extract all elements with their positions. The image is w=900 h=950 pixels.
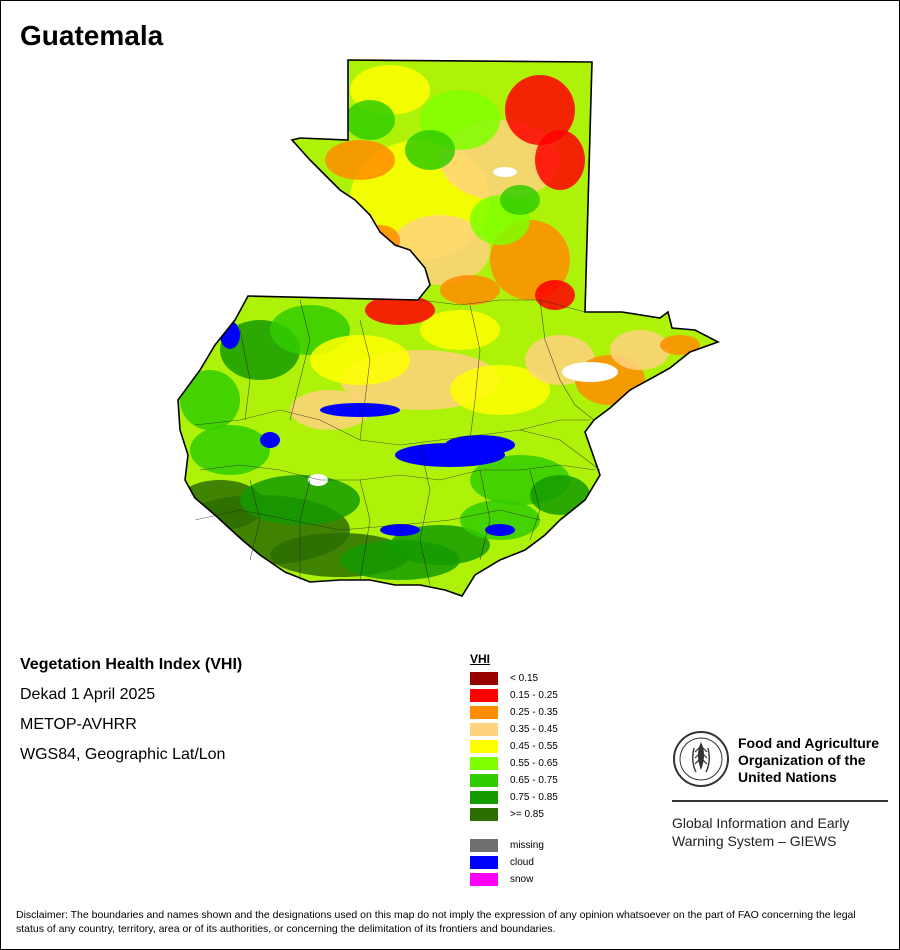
cloud-area	[260, 432, 280, 448]
legend-label: cloud	[510, 857, 534, 868]
legend-swatch	[470, 672, 498, 685]
legend-swatch	[470, 856, 498, 869]
legend-title: VHI	[470, 652, 491, 666]
legend-swatch	[470, 774, 498, 787]
vhi-area	[535, 130, 585, 190]
legend: VHI < 0.15 0.15 - 0.25 0.25 - 0.35 0.35 - 0…	[470, 652, 590, 888]
vhi-area	[345, 100, 395, 140]
product-name: Vegetation Health Index (VHI)	[20, 656, 243, 673]
legend-item: snow	[470, 871, 590, 888]
vhi-area	[310, 335, 410, 385]
vhi-area	[610, 330, 670, 370]
vhi-area	[450, 365, 550, 415]
cloud-area	[445, 435, 515, 455]
vhi-area	[535, 280, 575, 310]
vhi-area	[390, 525, 490, 565]
legend-item: 0.25 - 0.35	[470, 704, 590, 721]
fao-emblem-icon	[673, 731, 729, 787]
legend-swatch	[470, 839, 498, 852]
vhi-area	[420, 310, 500, 350]
legend-item: 0.15 - 0.25	[470, 687, 590, 704]
legend-item: missing	[470, 837, 590, 854]
legend-item: < 0.15	[470, 670, 590, 687]
legend-item: >= 0.85	[470, 806, 590, 823]
legend-label: 0.15 - 0.25	[510, 690, 558, 701]
vhi-area	[325, 140, 395, 180]
cloud-area	[380, 524, 420, 536]
vhi-area	[660, 335, 700, 355]
vhi-area	[360, 225, 400, 255]
vhi-area	[505, 75, 575, 145]
legend-swatch	[470, 791, 498, 804]
vhi-area	[365, 295, 435, 325]
legend-label: >= 0.85	[510, 809, 544, 820]
lake-area	[308, 474, 328, 486]
legend-label: 0.55 - 0.65	[510, 758, 558, 769]
cloud-area	[320, 403, 400, 417]
legend-item: 0.35 - 0.45	[470, 721, 590, 738]
legend-item: 0.55 - 0.65	[470, 755, 590, 772]
legend-swatch	[470, 689, 498, 702]
vhi-area	[190, 425, 270, 475]
vhi-area	[440, 275, 500, 305]
lake-area	[562, 362, 618, 382]
legend-swatch	[470, 757, 498, 770]
legend-swatch	[470, 808, 498, 821]
vhi-area	[240, 475, 360, 525]
fao-divider	[672, 800, 888, 802]
admin-boundaries	[194, 299, 601, 586]
legend-label: 0.25 - 0.35	[510, 707, 558, 718]
disclaimer: Disclaimer: The boundaries and names sho…	[16, 909, 856, 935]
map-info: Vegetation Health Index (VHI) Dekad 1 Ap…	[20, 656, 242, 776]
fao-org-name: Food and Agriculture Organization of the…	[738, 735, 880, 785]
legend-label: < 0.15	[510, 673, 539, 684]
legend-label: 0.75 - 0.85	[510, 792, 558, 803]
lake-area	[493, 167, 517, 177]
legend-swatch	[470, 740, 498, 753]
vhi-area	[530, 475, 590, 515]
vhi-area	[500, 185, 540, 215]
giews-label: Global Information and Early Warning Sys…	[672, 815, 850, 849]
legend-swatch	[470, 723, 498, 736]
cloud-area	[485, 524, 515, 536]
legend-label: 0.35 - 0.45	[510, 724, 558, 735]
vhi-area	[180, 370, 240, 430]
legend-item: 0.75 - 0.85	[470, 789, 590, 806]
vhi-area	[460, 500, 540, 540]
sensor-label: METOP-AVHRR	[20, 716, 137, 733]
legend-label: missing	[510, 840, 544, 851]
legend-label: snow	[510, 874, 534, 885]
legend-item: cloud	[470, 854, 590, 871]
map-title: Guatemala	[20, 20, 164, 51]
legend-label: 0.65 - 0.75	[510, 775, 558, 786]
legend-item: 0.45 - 0.55	[470, 738, 590, 755]
legend-swatch	[470, 873, 498, 886]
vhi-area	[405, 130, 455, 170]
legend-label: 0.45 - 0.55	[510, 741, 558, 752]
legend-swatch	[470, 706, 498, 719]
vhi-map	[177, 59, 719, 597]
period-label: Dekad 1 April 2025	[20, 686, 156, 703]
projection-label: WGS84, Geographic Lat/Lon	[20, 746, 226, 763]
legend-item: 0.65 - 0.75	[470, 772, 590, 789]
